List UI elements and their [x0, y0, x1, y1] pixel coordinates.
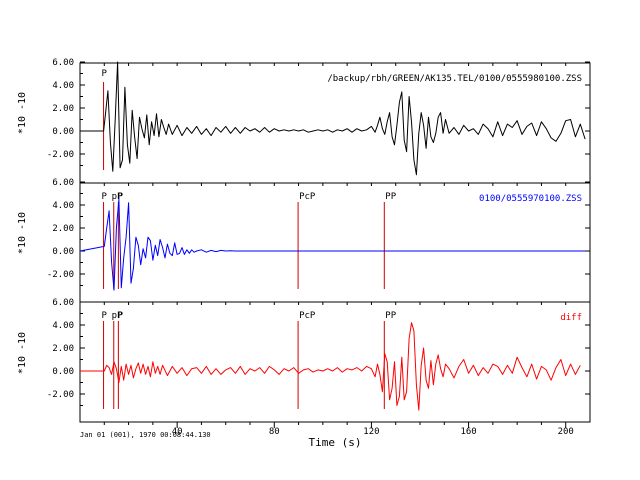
panel-2-ylabel: *10 -10 — [17, 212, 28, 254]
panel-3-ytick-label: 4.00 — [52, 321, 74, 331]
panel-1-ytick-label: 2.00 — [52, 104, 74, 114]
pick-pP-label: pP — [112, 192, 123, 202]
panel-2-trace-label: 0100/0555970100.ZSS — [479, 194, 582, 204]
panel-3-ytick-label: 0.00 — [52, 367, 74, 377]
panel-3-ytick-label: 6.00 — [52, 298, 74, 308]
panel-2-ytick-label: 2.00 — [52, 224, 74, 234]
x-tick-label: 40 — [172, 427, 183, 437]
panel-2-ytick-label: -2.00 — [47, 270, 74, 280]
panel-2-ytick-label: 4.00 — [52, 201, 74, 211]
panel-1-trace-label: /backup/rbh/GREEN/AK135.TEL/0100/0555980… — [327, 74, 582, 84]
pick-P-label: P — [102, 192, 108, 202]
panel-3-trace-label: diff — [560, 313, 582, 323]
panel-3-ylabel: *10 -10 — [17, 332, 28, 374]
panel-3-ytick-label: 2.00 — [52, 344, 74, 354]
pick-PP-label: PP — [385, 192, 396, 202]
pick-PP-label: PP — [385, 311, 396, 321]
panel-1-ylabel: *10 -10 — [17, 92, 28, 134]
panel-2-ytick-label: 0.00 — [52, 247, 74, 257]
panel-1-ytick-label: 4.00 — [52, 81, 74, 91]
x-tick-label: 160 — [460, 427, 476, 437]
pick-sP-label: P — [118, 192, 124, 202]
pick-PcP-label: PcP — [299, 192, 316, 202]
panel-3-frame — [79, 301, 591, 423]
pick-P-label: P — [102, 69, 108, 79]
x-tick-label: 120 — [363, 427, 379, 437]
pick-sP-label: P — [118, 311, 124, 321]
panel-1-ytick-label: 0.00 — [52, 127, 74, 137]
panel-2-ytick-label: 6.00 — [52, 178, 74, 188]
panel-3-ytick-label: -2.00 — [47, 390, 74, 400]
x-tick-label: 80 — [269, 427, 280, 437]
x-axis-label: Time (s) — [309, 436, 362, 449]
panel-1-ytick-label: 6.00 — [52, 58, 74, 68]
panel-1-trace — [80, 61, 586, 176]
panel-2-trace — [79, 198, 586, 291]
x-tick-label: 200 — [558, 427, 574, 437]
panel-1-ytick-label: -2.00 — [47, 150, 74, 160]
panel-3-trace — [80, 322, 581, 411]
pick-PcP-label: PcP — [299, 311, 316, 321]
pick-pP-label: pP — [112, 311, 123, 321]
footer-timestamp: Jan 01 (001), 1970 00:08:44.130 — [80, 431, 211, 439]
pick-P-label: P — [102, 311, 108, 321]
